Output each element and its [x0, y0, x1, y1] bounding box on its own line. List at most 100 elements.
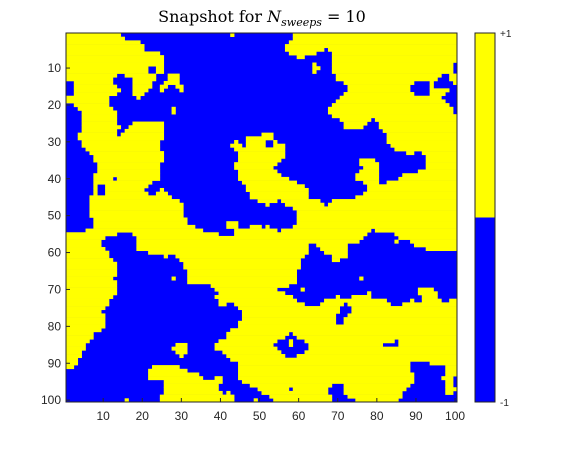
heatmap-cell-run-plus-one [417, 169, 458, 174]
heatmap-cell-run-plus-one [66, 283, 118, 288]
heatmap-cell-run-plus-one [97, 169, 161, 174]
heatmap-cell-run-plus-one [218, 291, 286, 296]
heatmap-cell-run-plus-one [214, 294, 294, 299]
heatmap-cell-run-plus-one [421, 151, 458, 156]
heatmap-cell-run-plus-one [394, 147, 458, 152]
heatmap-cell-run-plus-one [402, 173, 458, 178]
heatmap-cell-run-plus-one [238, 376, 415, 381]
heatmap-cell-run-plus-one [445, 387, 458, 392]
heatmap-cell-run-plus-one [66, 357, 79, 362]
heatmap-cell-run-plus-one [148, 372, 200, 377]
heatmap-cell-run-plus-one [73, 84, 118, 89]
heatmap-cell-run-plus-one [66, 33, 122, 37]
heatmap-cell-run-plus-one [343, 125, 364, 130]
heatmap-cell-run-plus-one [292, 206, 458, 211]
heatmap-cell-run-plus-one [445, 372, 458, 377]
heatmap-cell-run-plus-one [245, 184, 305, 189]
heatmap-cell-run-plus-one [218, 339, 278, 344]
heatmap-cell-run-plus-one [335, 77, 438, 82]
heatmap-cell-run-plus-one [66, 258, 114, 263]
heatmap-cell-run-plus-one [132, 77, 157, 82]
heatmap-cell-run-plus-one [66, 365, 75, 370]
heatmap-cell-run-plus-one [155, 66, 165, 71]
heatmap-cell-run-plus-one [359, 169, 380, 174]
heatmap-cell-run-plus-one [132, 80, 153, 85]
heatmap-cell-run-plus-one [238, 324, 458, 329]
heatmap-cell-run-plus-one [73, 88, 122, 93]
heatmap-cell-run-plus-one [288, 342, 294, 347]
heatmap-cell-run-plus-one [226, 224, 239, 229]
heatmap-cell-run-plus-one [89, 213, 184, 218]
heatmap-cell-run-plus-one [284, 47, 325, 52]
heatmap-cell-run-plus-one [398, 176, 458, 181]
heatmap-cell-run-plus-one [66, 261, 118, 266]
heatmap-cell-run-plus-one [77, 106, 114, 111]
heatmap-cell-run-plus-one [273, 143, 286, 148]
y-tick-label: 40 [48, 172, 62, 186]
colorbar-label-top: +1 [500, 29, 512, 40]
heatmap-cell-run-plus-one [93, 173, 161, 178]
heatmap-cell-run-plus-one [261, 132, 274, 137]
heatmap-cell-run-plus-one [89, 210, 184, 215]
heatmap-cell-run-plus-one [445, 390, 454, 395]
y-tick-label: 20 [48, 98, 62, 112]
heatmap-cell-run-plus-one [187, 276, 297, 281]
heatmap-cell-run-plus-one [171, 346, 188, 351]
heatmap-cell-run-plus-one [312, 69, 317, 74]
heatmap-cell-run-plus-one [93, 176, 114, 181]
heatmap-cell-run-plus-one [159, 398, 235, 403]
heatmap-cell-run-plus-one [238, 306, 340, 311]
heatmap-cell-run-plus-one [163, 254, 168, 259]
heatmap-cell-run-plus-one [386, 180, 458, 185]
heatmap-cell-run-plus-one [234, 147, 286, 152]
y-tick-label: 50 [48, 209, 62, 223]
heatmap-cell-run-plus-one [66, 66, 149, 71]
heatmap-cell-run-plus-one [296, 217, 458, 222]
heatmap-cell-run-plus-one [66, 335, 94, 340]
heatmap-cell-run-plus-one [230, 328, 458, 333]
heatmap-cell-run-plus-one [386, 136, 458, 141]
heatmap-cell-run-plus-one [331, 258, 340, 263]
heatmap-cell-run-plus-one [179, 354, 184, 359]
heatmap-cell-run-plus-one [66, 313, 106, 318]
heatmap-cell-run-plus-one [288, 339, 294, 344]
heatmap-cell-run-plus-one [390, 143, 458, 148]
heatmap-cell-run-plus-one [66, 306, 106, 311]
heatmap-cell-run-plus-one [292, 387, 329, 392]
heatmap-cell-run-plus-one [351, 306, 458, 311]
heatmap-cell-run-plus-one [214, 342, 274, 347]
heatmap-cell-run-plus-one [105, 191, 149, 196]
heatmap-cell-run-plus-one [327, 106, 454, 111]
heatmap-cell-run-plus-one [273, 140, 278, 144]
heatmap-cell-run-plus-one [93, 158, 165, 163]
heatmap-cell-run-plus-one [175, 350, 188, 355]
y-tick-label: 90 [48, 356, 62, 370]
heatmap-cell-run-plus-one [304, 339, 395, 344]
heatmap-cell-run-plus-one [152, 365, 180, 370]
y-tick-label: 100 [41, 393, 61, 407]
heatmap-cell-run-plus-one [320, 302, 344, 307]
heatmap-cell-run-plus-one [66, 354, 82, 359]
heatmap-cell-run-plus-one [331, 69, 454, 74]
heatmap-cell-run-plus-one [66, 276, 114, 281]
y-tick-label: 70 [48, 282, 62, 296]
heatmap-cell-run-plus-one [214, 287, 278, 292]
heatmap-cell-run-plus-one [230, 33, 235, 37]
heatmap-cell-run-plus-one [257, 387, 290, 392]
heatmap-cell-run-plus-one [445, 365, 458, 370]
heatmap-cell-run-plus-one [374, 117, 458, 122]
heatmap-cell-run-plus-one [378, 125, 458, 130]
heatmap-cell-run-plus-one [241, 317, 337, 322]
heatmap-cell-run-plus-one [292, 33, 458, 37]
heatmap-cell-run-plus-one [425, 162, 458, 167]
heatmap-cell-run-plus-one [66, 247, 106, 252]
heatmap-cell-run-plus-one [159, 394, 235, 399]
heatmap-cell-run-plus-one [292, 36, 458, 41]
heatmap-cell-run-plus-one [89, 202, 184, 207]
heatmap-cell-run-plus-one [234, 232, 368, 237]
heatmap-cell-run-plus-one [66, 269, 118, 274]
heatmap-cell-run-plus-one [66, 280, 118, 285]
heatmap-cell-run-plus-one [66, 291, 118, 296]
heatmap-cell-run-plus-one [89, 151, 165, 156]
